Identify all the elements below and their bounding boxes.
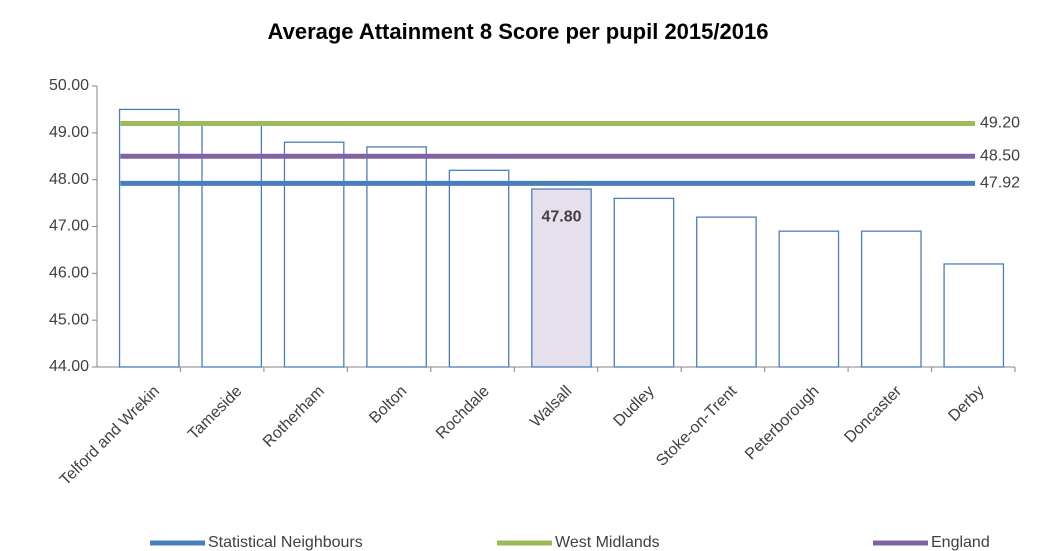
y-tick-label: 45.00 (49, 311, 89, 328)
bar (778, 230, 840, 368)
chart-title: Average Attainment 8 Score per pupil 201… (268, 19, 769, 44)
bar (366, 146, 427, 368)
data-label: 47.80 (541, 208, 581, 225)
legend-label: West Midlands (555, 534, 660, 551)
reference-label: 48.50 (980, 147, 1020, 164)
bar (696, 216, 757, 368)
x-tick-label: Rochdale (433, 383, 493, 443)
y-tick-label: 48.00 (49, 171, 89, 188)
x-tick-label: Stoke-on-Trent (653, 382, 740, 469)
legend-label: England (931, 534, 990, 551)
x-tick-label: Tameside (185, 383, 246, 444)
bar (448, 169, 510, 368)
x-tick-label: Derby (945, 383, 987, 425)
x-tick-label: Dudley (611, 383, 658, 430)
x-tick-label: Rotherham (260, 383, 328, 451)
x-tick-label: Doncaster (842, 382, 906, 446)
y-tick-label: 47.00 (49, 218, 89, 235)
bar (943, 263, 1005, 368)
y-tick-label: 50.00 (49, 77, 89, 94)
bar (860, 230, 922, 368)
x-tick-label: Peterborough (742, 383, 823, 464)
bar (283, 141, 345, 368)
bar (118, 108, 180, 368)
x-tick-label: Bolton (366, 383, 410, 427)
x-tick-label: Walsall (527, 383, 575, 431)
reference-label: 47.92 (980, 175, 1020, 192)
y-tick-label: 44.00 (49, 358, 89, 375)
reference-label: 49.20 (980, 115, 1020, 132)
bar (613, 197, 675, 368)
bar (201, 122, 263, 368)
bar (531, 188, 592, 368)
y-tick-label: 49.00 (49, 124, 89, 141)
x-tick-label: Telford and Wrekin (57, 383, 163, 489)
y-tick-label: 46.00 (49, 265, 89, 282)
legend-label: Statistical Neighbours (208, 534, 363, 551)
